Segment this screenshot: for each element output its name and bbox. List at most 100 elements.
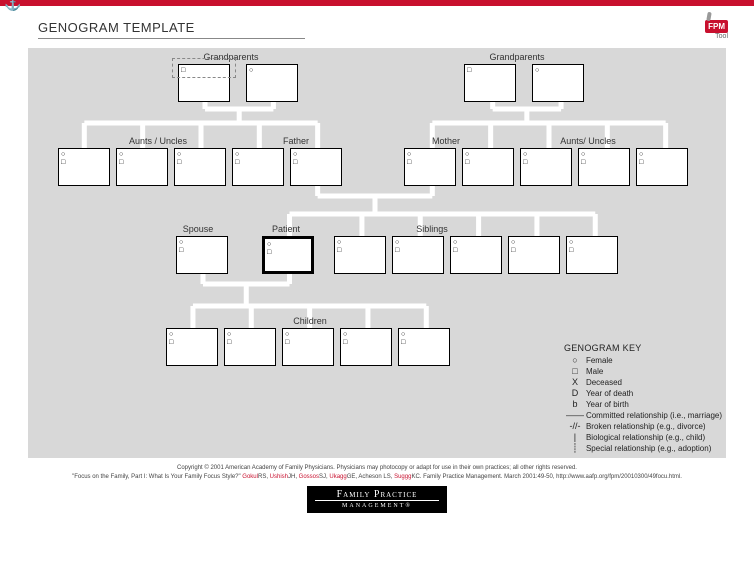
person-gp_l_f: ○ bbox=[246, 64, 298, 102]
key-symbol: X bbox=[564, 377, 586, 388]
footer: Copyright © 2001 American Academy of Fam… bbox=[8, 462, 746, 513]
header: GENOGRAM TEMPLATE FPM Tool bbox=[8, 10, 746, 40]
person-mother_b: ○□ bbox=[404, 148, 456, 186]
key-label: Female bbox=[586, 355, 722, 366]
fpm-badge: FPM bbox=[705, 20, 728, 33]
gender-symbol: □ bbox=[267, 249, 271, 256]
key-row: XDeceased bbox=[564, 377, 722, 388]
key-row: bYear of birth bbox=[564, 399, 722, 410]
gender-symbol: ○ bbox=[395, 239, 399, 246]
person-ch_3: ○□ bbox=[282, 328, 334, 366]
person-sib_5: ○□ bbox=[566, 236, 618, 274]
gender-symbol: □ bbox=[523, 159, 527, 166]
gender-symbol: □ bbox=[467, 67, 471, 74]
key-label: Male bbox=[586, 366, 722, 377]
gender-symbol: □ bbox=[285, 339, 289, 346]
key-label: Year of death bbox=[586, 388, 722, 399]
key-label: Year of birth bbox=[586, 399, 722, 410]
key-label: Biological relationship (e.g., child) bbox=[586, 432, 722, 443]
label-patient: Patient bbox=[272, 224, 300, 234]
person-sib_2: ○□ bbox=[392, 236, 444, 274]
gender-symbol: ○ bbox=[177, 151, 181, 158]
gender-symbol: ○ bbox=[343, 331, 347, 338]
person-gp_r_f: ○ bbox=[532, 64, 584, 102]
gender-symbol: □ bbox=[293, 159, 297, 166]
page: GENOGRAM TEMPLATE FPM Tool GENOGRAM KEY … bbox=[0, 6, 754, 513]
gender-symbol: □ bbox=[581, 159, 585, 166]
gender-symbol: ○ bbox=[235, 151, 239, 158]
gender-symbol: □ bbox=[235, 159, 239, 166]
label-aunts_l: Aunts / Uncles bbox=[129, 136, 187, 146]
copyright: Copyright © 2001 American Academy of Fam… bbox=[38, 464, 716, 473]
label-siblings: Siblings bbox=[416, 224, 448, 234]
gender-symbol: □ bbox=[395, 247, 399, 254]
person-au_r_2: ○□ bbox=[520, 148, 572, 186]
person-au_l_3: ○□ bbox=[174, 148, 226, 186]
genogram-diagram: GENOGRAM KEY ○Female□MaleXDeceasedDYear … bbox=[28, 48, 726, 458]
key-symbol: —— bbox=[564, 410, 586, 421]
gender-symbol: ○ bbox=[337, 239, 341, 246]
person-au_l_4: ○□ bbox=[232, 148, 284, 186]
person-ch_2: ○□ bbox=[224, 328, 276, 366]
deceased-overlay bbox=[172, 58, 236, 78]
key-symbol: D bbox=[564, 388, 586, 399]
gender-symbol: ○ bbox=[61, 151, 65, 158]
gender-symbol: □ bbox=[119, 159, 123, 166]
key-symbol: ○ bbox=[564, 355, 586, 366]
gender-symbol: ○ bbox=[249, 67, 253, 74]
key-symbol: □ bbox=[564, 366, 586, 377]
gender-symbol: ○ bbox=[179, 239, 183, 246]
person-au_l_2: ○□ bbox=[116, 148, 168, 186]
key-symbol: ┊ bbox=[564, 443, 586, 454]
key-row: □Male bbox=[564, 366, 722, 377]
gender-symbol: ○ bbox=[569, 239, 573, 246]
person-ch_4: ○□ bbox=[340, 328, 392, 366]
gender-symbol: □ bbox=[169, 339, 173, 346]
person-au_r_4: ○□ bbox=[636, 148, 688, 186]
label-mother: Mother bbox=[432, 136, 460, 146]
gender-symbol: ○ bbox=[453, 239, 457, 246]
gender-symbol: ○ bbox=[293, 151, 297, 158]
gender-symbol: ○ bbox=[535, 67, 539, 74]
label-father: Father bbox=[283, 136, 309, 146]
fpm-sub: Tool bbox=[715, 33, 728, 40]
gender-symbol: ○ bbox=[401, 331, 405, 338]
gender-symbol: □ bbox=[337, 247, 341, 254]
key-label: Committed relationship (i.e., marriage) bbox=[586, 410, 722, 421]
family-practice-logo: Family Practice MANAGEMENT® bbox=[307, 486, 447, 513]
person-au_l_1: ○□ bbox=[58, 148, 110, 186]
person-patient_b: ○□ bbox=[262, 236, 314, 274]
fpm-tool-badge: FPM Tool bbox=[705, 20, 728, 40]
citation: "Focus on the Family, Part I: What Is Yo… bbox=[38, 473, 716, 482]
gender-symbol: ○ bbox=[227, 331, 231, 338]
gender-symbol: □ bbox=[179, 247, 183, 254]
label-children: Children bbox=[293, 316, 327, 326]
key-label: Special relationship (e.g., adoption) bbox=[586, 443, 722, 454]
gender-symbol: ○ bbox=[407, 151, 411, 158]
gender-symbol: □ bbox=[569, 247, 573, 254]
person-gp_r_m: □ bbox=[464, 64, 516, 102]
gender-symbol: ○ bbox=[169, 331, 173, 338]
person-ch_1: ○□ bbox=[166, 328, 218, 366]
key-row: -//-Broken relationship (e.g., divorce) bbox=[564, 421, 722, 432]
label-aunts_r: Aunts/ Uncles bbox=[560, 136, 616, 146]
gender-symbol: □ bbox=[511, 247, 515, 254]
person-sib_3: ○□ bbox=[450, 236, 502, 274]
gender-symbol: □ bbox=[407, 159, 411, 166]
anchor-icon: ⚓ bbox=[4, 0, 18, 14]
label-spouse: Spouse bbox=[183, 224, 214, 234]
genogram-key: GENOGRAM KEY ○Female□MaleXDeceasedDYear … bbox=[564, 343, 722, 454]
label-grandparents_r: Grandparents bbox=[489, 52, 544, 62]
gender-symbol: □ bbox=[61, 159, 65, 166]
person-spouse_b: ○□ bbox=[176, 236, 228, 274]
gender-symbol: □ bbox=[639, 159, 643, 166]
key-row: |Biological relationship (e.g., child) bbox=[564, 432, 722, 443]
key-title: GENOGRAM KEY bbox=[564, 343, 722, 354]
key-symbol: | bbox=[564, 432, 586, 443]
gender-symbol: □ bbox=[401, 339, 405, 346]
gender-symbol: □ bbox=[177, 159, 181, 166]
gender-symbol: ○ bbox=[581, 151, 585, 158]
gender-symbol: ○ bbox=[267, 241, 271, 248]
gender-symbol: □ bbox=[453, 247, 457, 254]
person-father_b: ○□ bbox=[290, 148, 342, 186]
